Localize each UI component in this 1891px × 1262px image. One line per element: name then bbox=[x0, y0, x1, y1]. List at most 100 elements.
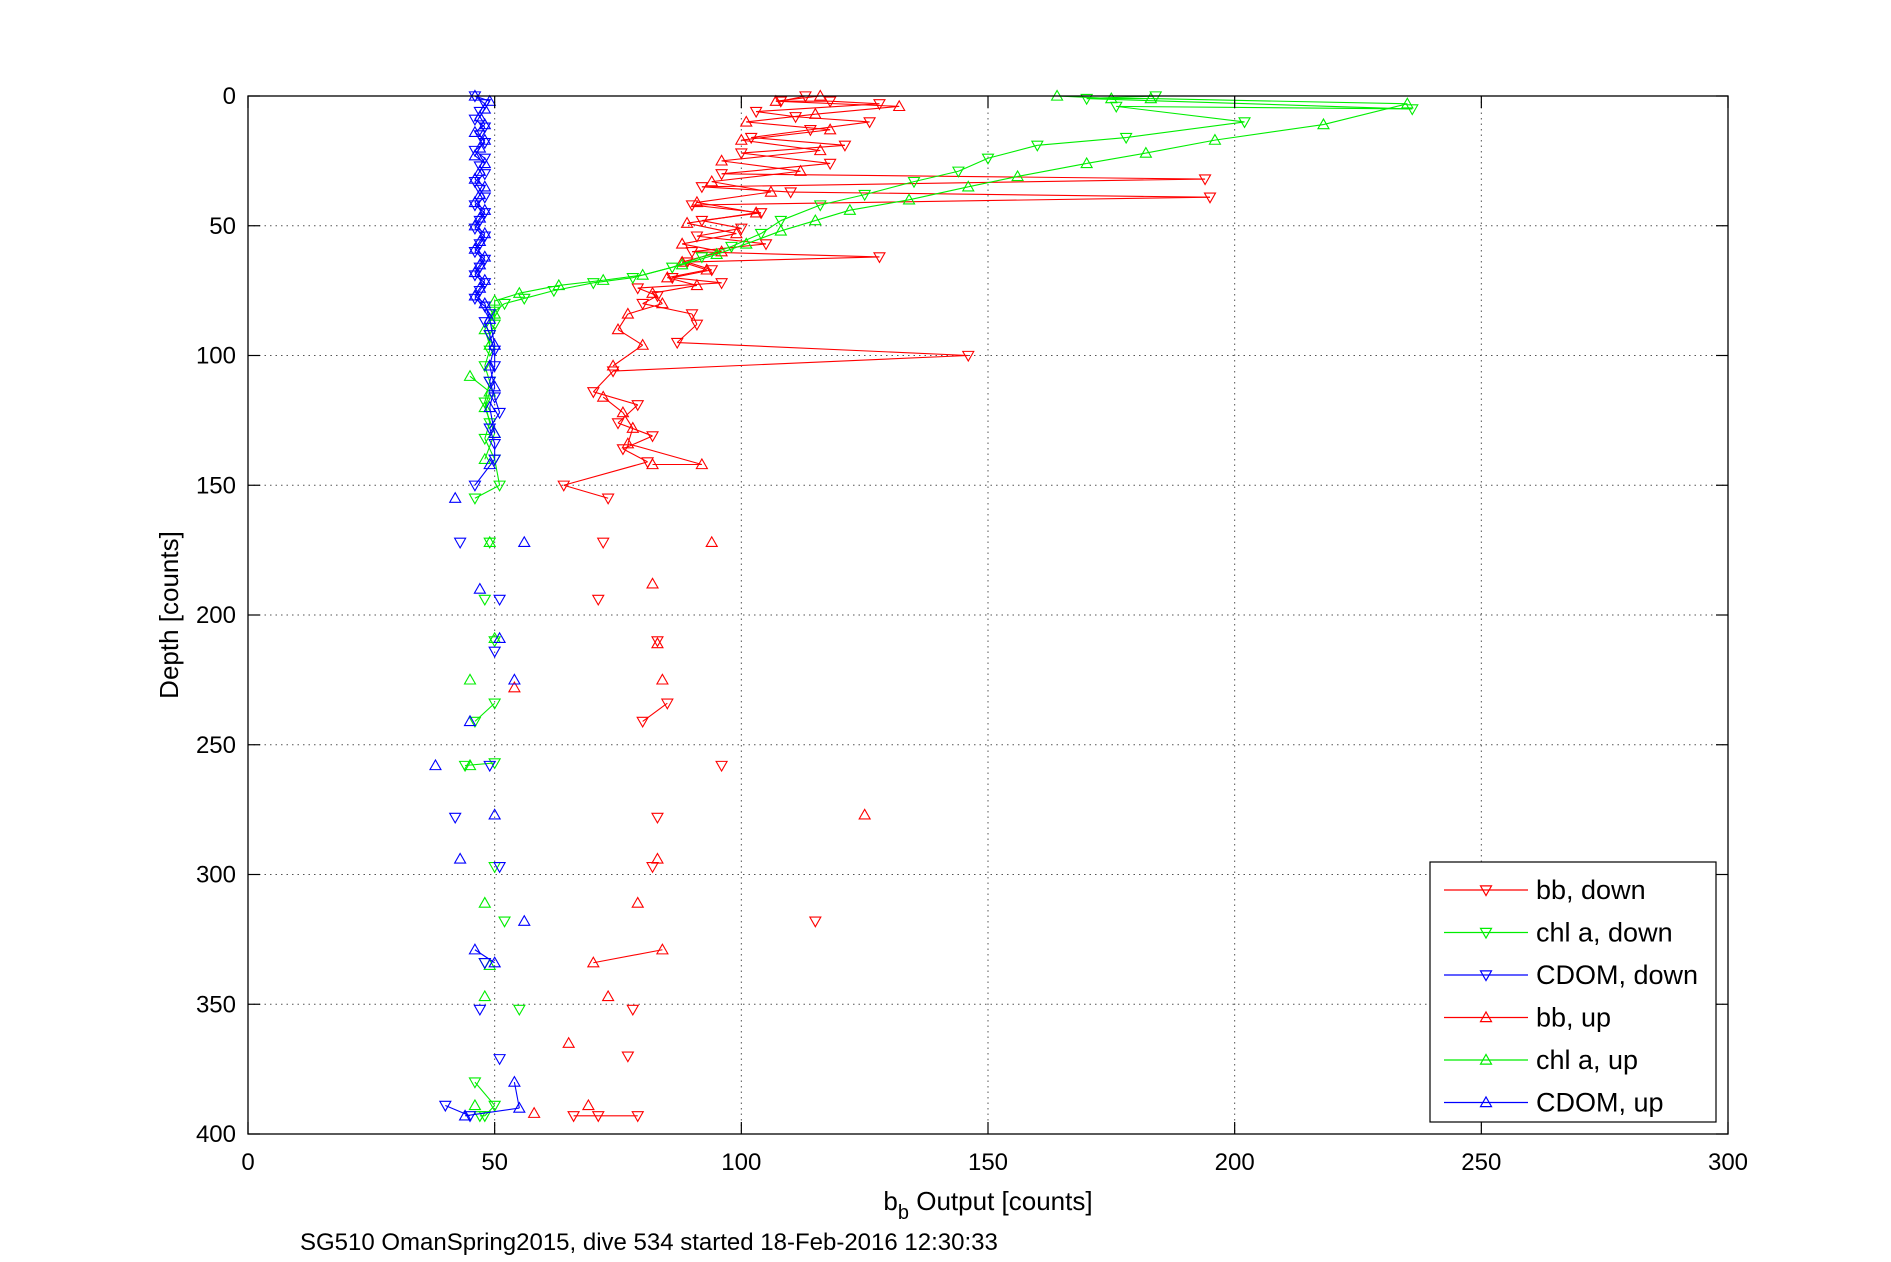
data-point bbox=[715, 278, 729, 290]
data-point bbox=[611, 322, 625, 335]
data-point bbox=[478, 203, 492, 215]
legend-entry: chl a, up bbox=[1444, 1045, 1638, 1075]
data-point bbox=[586, 278, 600, 290]
series-line-segment bbox=[1037, 136, 1127, 146]
data-point bbox=[478, 301, 492, 313]
data-point bbox=[838, 140, 852, 152]
data-point bbox=[799, 91, 812, 103]
y-tick-label: 250 bbox=[196, 732, 236, 759]
data-point bbox=[1149, 91, 1163, 103]
data-point bbox=[468, 247, 482, 259]
data-point bbox=[739, 237, 753, 249]
data-point bbox=[611, 418, 625, 430]
series-line-segment bbox=[465, 762, 495, 767]
series-line-segment bbox=[815, 209, 851, 222]
data-point bbox=[1400, 97, 1414, 109]
data-point bbox=[473, 130, 487, 142]
series-line-segment bbox=[642, 303, 693, 315]
data-point bbox=[468, 114, 482, 126]
y-tick-label: 50 bbox=[209, 213, 236, 240]
series-line-segment bbox=[721, 149, 821, 162]
legend-label: bb, down bbox=[1536, 875, 1646, 905]
series-line-segment bbox=[701, 220, 742, 229]
series-line-segment bbox=[810, 121, 870, 131]
data-point bbox=[715, 154, 729, 166]
data-point bbox=[749, 106, 763, 119]
data-point bbox=[473, 582, 487, 594]
series-line-segment bbox=[602, 396, 624, 414]
data-point bbox=[512, 286, 526, 298]
series-line-segment bbox=[741, 144, 845, 154]
data-point bbox=[478, 594, 492, 607]
series-line-segment bbox=[686, 222, 737, 235]
data-point bbox=[478, 397, 492, 409]
data-point bbox=[473, 281, 487, 293]
data-point bbox=[468, 89, 482, 101]
data-point bbox=[498, 916, 511, 928]
data-point bbox=[606, 359, 620, 371]
series-cdom-down bbox=[438, 91, 507, 1123]
series-line-segment bbox=[681, 253, 717, 266]
data-point bbox=[488, 646, 502, 658]
data-point bbox=[646, 431, 659, 443]
data-point bbox=[616, 405, 630, 418]
series-line-segment bbox=[701, 245, 732, 258]
data-point bbox=[626, 1004, 640, 1017]
data-point bbox=[478, 208, 492, 220]
data-point bbox=[631, 896, 645, 908]
data-point bbox=[754, 228, 768, 241]
caption: SG510 OmanSpring2015, dive 534 started 1… bbox=[300, 1229, 998, 1256]
data-point bbox=[725, 241, 738, 254]
data-point bbox=[478, 231, 492, 243]
data-point bbox=[1011, 169, 1025, 182]
data-point bbox=[478, 254, 492, 267]
series-line-segment bbox=[632, 266, 673, 279]
data-point bbox=[488, 808, 502, 820]
data-point bbox=[813, 89, 827, 101]
data-point bbox=[473, 239, 487, 251]
data-point bbox=[695, 252, 709, 264]
data-point bbox=[1109, 101, 1123, 113]
tick-labels: 0 50 100 150 200 250 300 0 50 100 150 200 250 300 350 4… bbox=[196, 83, 1748, 1176]
data-point bbox=[458, 760, 472, 773]
data-point bbox=[473, 262, 487, 274]
data-point bbox=[463, 673, 477, 685]
data-point bbox=[591, 1111, 605, 1123]
data-point bbox=[813, 143, 827, 156]
series-line-segment bbox=[489, 365, 496, 382]
data-point bbox=[527, 1106, 541, 1118]
series-line-segment bbox=[672, 269, 712, 279]
data-point bbox=[1119, 132, 1133, 145]
series-line-segment bbox=[677, 341, 969, 357]
data-point bbox=[823, 123, 837, 135]
data-point bbox=[596, 390, 610, 402]
series-line-segment bbox=[1126, 121, 1245, 139]
data-point bbox=[774, 215, 788, 228]
data-point bbox=[685, 200, 699, 212]
data-point bbox=[729, 226, 743, 239]
series-line-segment bbox=[751, 136, 845, 146]
data-point bbox=[858, 808, 872, 820]
data-point bbox=[468, 219, 482, 231]
series-line-segment bbox=[672, 256, 703, 268]
data-point bbox=[483, 330, 497, 342]
series-line-segment bbox=[687, 256, 880, 263]
series-line-segment bbox=[721, 173, 1206, 180]
data-point bbox=[468, 480, 482, 492]
series-line-segment bbox=[756, 103, 880, 113]
data-point bbox=[478, 192, 492, 204]
y-tick-label: 100 bbox=[196, 343, 236, 370]
data-point bbox=[710, 247, 724, 259]
data-point bbox=[507, 673, 521, 685]
data-point bbox=[473, 234, 487, 246]
data-point bbox=[705, 535, 719, 548]
series-line-segment bbox=[613, 354, 969, 372]
x-tick-label: 150 bbox=[968, 1149, 1008, 1176]
data-point bbox=[463, 1111, 477, 1123]
series-line-segment bbox=[1116, 105, 1413, 110]
series-line-segment bbox=[741, 152, 831, 165]
legend-entry: CDOM, down bbox=[1444, 960, 1698, 990]
data-point bbox=[463, 714, 477, 727]
legend-marker bbox=[1479, 885, 1493, 897]
data-point bbox=[438, 1100, 452, 1113]
